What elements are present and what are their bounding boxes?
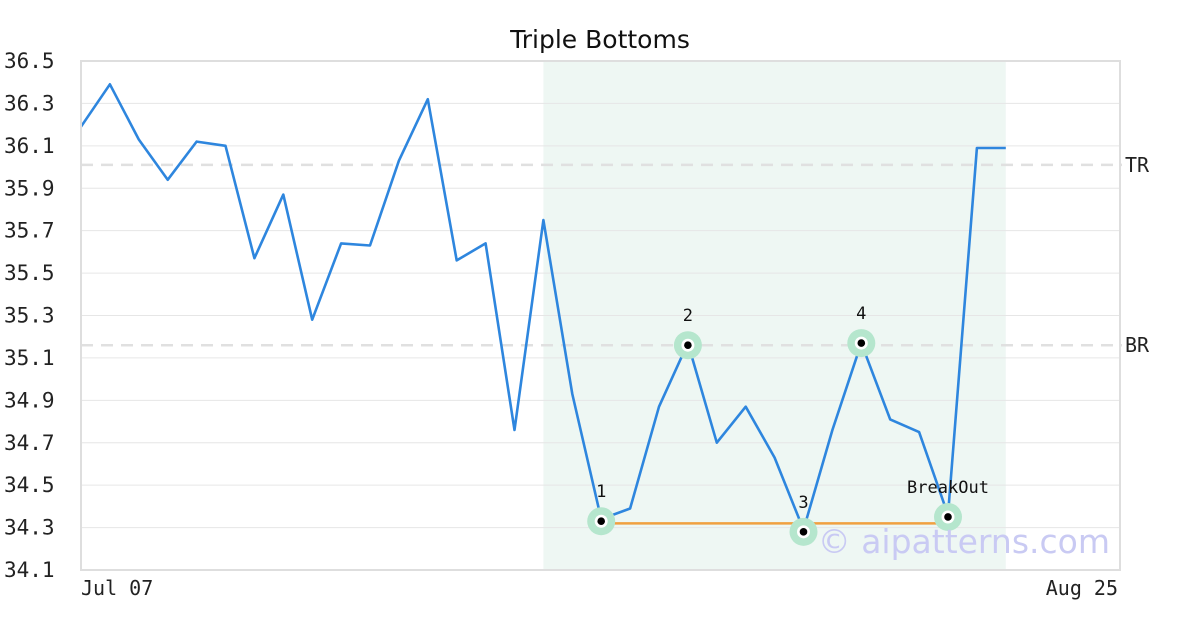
reference-label-br: BR	[1125, 333, 1150, 357]
x-tick-label: Jul 07	[81, 576, 153, 600]
x-tick-label: Aug 25	[1046, 576, 1118, 600]
pattern-point-dot	[597, 517, 605, 526]
pattern-point-dot	[944, 513, 952, 521]
pattern-point-dot	[857, 339, 866, 347]
pattern-point-label: 3	[798, 493, 808, 513]
y-tick-label: 35.1	[4, 346, 55, 370]
pattern-points: 1 2 3 4 BreakOut	[587, 304, 989, 546]
y-tick-label: 34.5	[4, 473, 55, 497]
watermark: © aipatterns.com	[818, 522, 1110, 561]
y-tick-label: 34.1	[4, 558, 55, 582]
pattern-point-dot	[799, 528, 808, 536]
reference-label-tr: TR	[1125, 153, 1150, 177]
y-tick-label: 35.3	[4, 304, 55, 328]
pattern-point-dot	[684, 341, 692, 349]
pattern-point-label: 1	[596, 482, 606, 502]
y-tick-label: 36.3	[4, 91, 55, 115]
pattern-point-label: 2	[683, 306, 693, 326]
y-tick-label: 35.7	[4, 219, 55, 243]
price-line	[79, 83, 1006, 531]
plot-frame	[80, 60, 1121, 571]
y-tick-label: 34.9	[4, 388, 55, 412]
y-tick-label: 35.5	[4, 261, 55, 285]
y-tick-label: 36.1	[4, 134, 55, 158]
reference-lines: TR BR	[81, 153, 1150, 357]
axes: 34.1 34.3 34.5 34.7 34.9 35.1 35.3 35.5 35.7 35.9…	[4, 49, 1121, 600]
pattern-point-label: BreakOut	[907, 478, 989, 498]
pattern-point-label: 4	[856, 304, 866, 324]
chart-title: Triple Bottoms	[509, 25, 690, 54]
y-tick-label: 35.9	[4, 176, 55, 200]
y-tick-label: 36.5	[4, 49, 55, 73]
y-tick-label: 34.7	[4, 431, 55, 455]
y-tick-label: 34.3	[4, 516, 55, 540]
price-series	[79, 83, 1006, 531]
